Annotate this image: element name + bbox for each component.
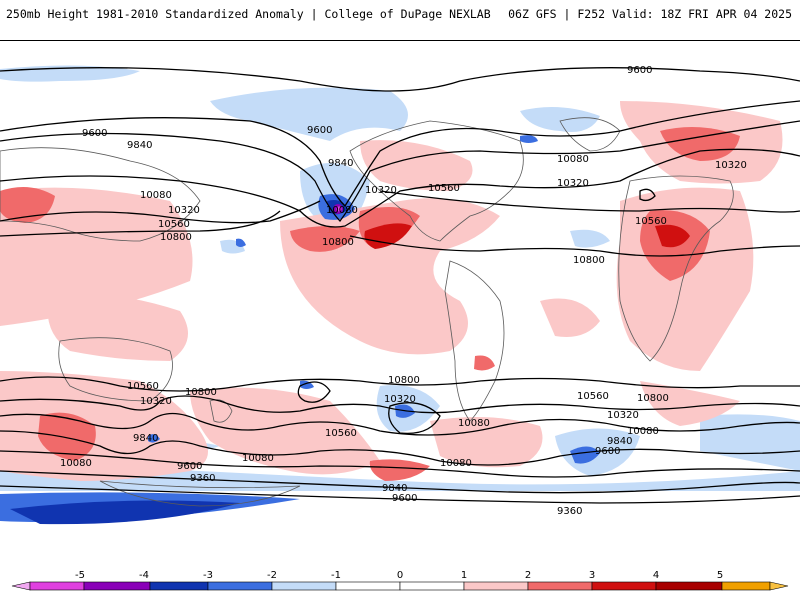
contour-label: 10080 xyxy=(557,154,589,165)
contour-label: 9600 xyxy=(177,461,202,472)
contour-label: 9840 xyxy=(382,483,407,494)
contour-label: 10320 xyxy=(557,178,589,189)
contour-label: 9840 xyxy=(607,436,632,447)
colorbar-swatch xyxy=(149,581,209,591)
contour-label: 9360 xyxy=(190,473,215,484)
contour-label: 10560 xyxy=(158,219,190,230)
contour-label: 10320 xyxy=(384,394,416,405)
colorbar-tick-label: -1 xyxy=(331,570,341,581)
anomaly-fill-neg5 xyxy=(336,206,342,212)
contour-label: 10080 xyxy=(242,453,274,464)
contour-label: 9600 xyxy=(307,125,332,136)
colorbar-ticks: -5 -4 -3 -2 -1 0 1 2 3 4 5 xyxy=(75,570,723,581)
colorbar-tick-label: 3 xyxy=(589,570,595,581)
colorbar-swatch xyxy=(83,581,151,591)
contour-label: 10800 xyxy=(637,393,669,404)
anomaly-fill-pos2 xyxy=(0,127,740,481)
colorbar-tick-label: 2 xyxy=(525,570,531,581)
height-contours xyxy=(0,67,800,504)
colorbar-swatch xyxy=(591,581,657,591)
contour-label: 10800 xyxy=(322,237,354,248)
colorbar: -5 -4 -3 -2 -1 0 1 2 3 4 5 xyxy=(0,568,800,600)
contour-label: 10560 xyxy=(428,183,460,194)
colorbar-tick-label: 5 xyxy=(717,570,723,581)
colorbar-tick-label: -5 xyxy=(75,570,85,581)
colorbar-swatch xyxy=(399,581,465,591)
model-run-info: 06Z GFS | F252 Valid: 18Z FRI APR 04 202… xyxy=(508,7,792,21)
contour-label: 10800 xyxy=(573,255,605,266)
colorbar-tick-label: 1 xyxy=(461,570,467,581)
contour-label: 10320 xyxy=(715,160,747,171)
contour-label: 10080 xyxy=(60,458,92,469)
contour-label: 10080 xyxy=(140,190,172,201)
contour-label: 9600 xyxy=(595,446,620,457)
contour-label: 10560 xyxy=(635,216,667,227)
contour-label: 10080 xyxy=(440,458,472,469)
contour-label: 10800 xyxy=(185,387,217,398)
colorbar-swatch xyxy=(463,581,529,591)
contour-label: 9600 xyxy=(392,493,417,504)
anomaly-fill-pos3 xyxy=(364,223,690,249)
contour-label: 10560 xyxy=(577,391,609,402)
contour-label: 9840 xyxy=(328,158,353,169)
colorbar-swatch xyxy=(29,581,85,591)
map-title: 250mb Height 1981-2010 Standardized Anom… xyxy=(6,7,491,21)
colorbar-swatch xyxy=(271,581,337,591)
anomaly-map[interactable]: 9600 9600 9600 9840 9840 10080 10320 103… xyxy=(0,40,800,561)
colorbar-tick-label: -4 xyxy=(139,570,149,581)
contour-label: 9600 xyxy=(627,65,652,76)
contour-label: 10800 xyxy=(160,232,192,243)
map-canvas: 9600 9600 9600 9840 9840 10080 10320 103… xyxy=(0,41,800,561)
contour-label: 9360 xyxy=(557,506,582,517)
contour-label: 9840 xyxy=(133,433,158,444)
header: 250mb Height 1981-2010 Standardized Anom… xyxy=(0,0,800,34)
contour-label: 10800 xyxy=(388,375,420,386)
colorbar-tick-label: 4 xyxy=(653,570,659,581)
colorbar-canvas: -5 -4 -3 -2 -1 0 1 2 3 4 5 xyxy=(11,570,789,591)
colorbar-tick-label: -2 xyxy=(267,570,277,581)
colorbar-swatch xyxy=(721,581,771,591)
colorbar-swatch xyxy=(207,581,273,591)
contour-label: 10080 xyxy=(326,205,358,216)
colorbar-tick-label: 0 xyxy=(397,570,403,581)
contour-labels: 9600 9600 9600 9840 9840 10080 10320 103… xyxy=(60,65,747,517)
colorbar-tick-label: -3 xyxy=(203,570,213,581)
contour-label: 10560 xyxy=(325,428,357,439)
contour-label: 10320 xyxy=(365,185,397,196)
contour-label: 10080 xyxy=(458,418,490,429)
contour-label: 10560 xyxy=(127,381,159,392)
colorbar-swatch xyxy=(655,581,723,591)
colorbar-swatch xyxy=(527,581,593,591)
contour-label: 10320 xyxy=(168,205,200,216)
contour-label: 10320 xyxy=(140,396,172,407)
contour-label: 10080 xyxy=(627,426,659,437)
contour-label: 10320 xyxy=(607,410,639,421)
colorbar-swatch xyxy=(335,581,401,591)
contour-label: 9840 xyxy=(127,140,152,151)
contour-label: 9600 xyxy=(82,128,107,139)
